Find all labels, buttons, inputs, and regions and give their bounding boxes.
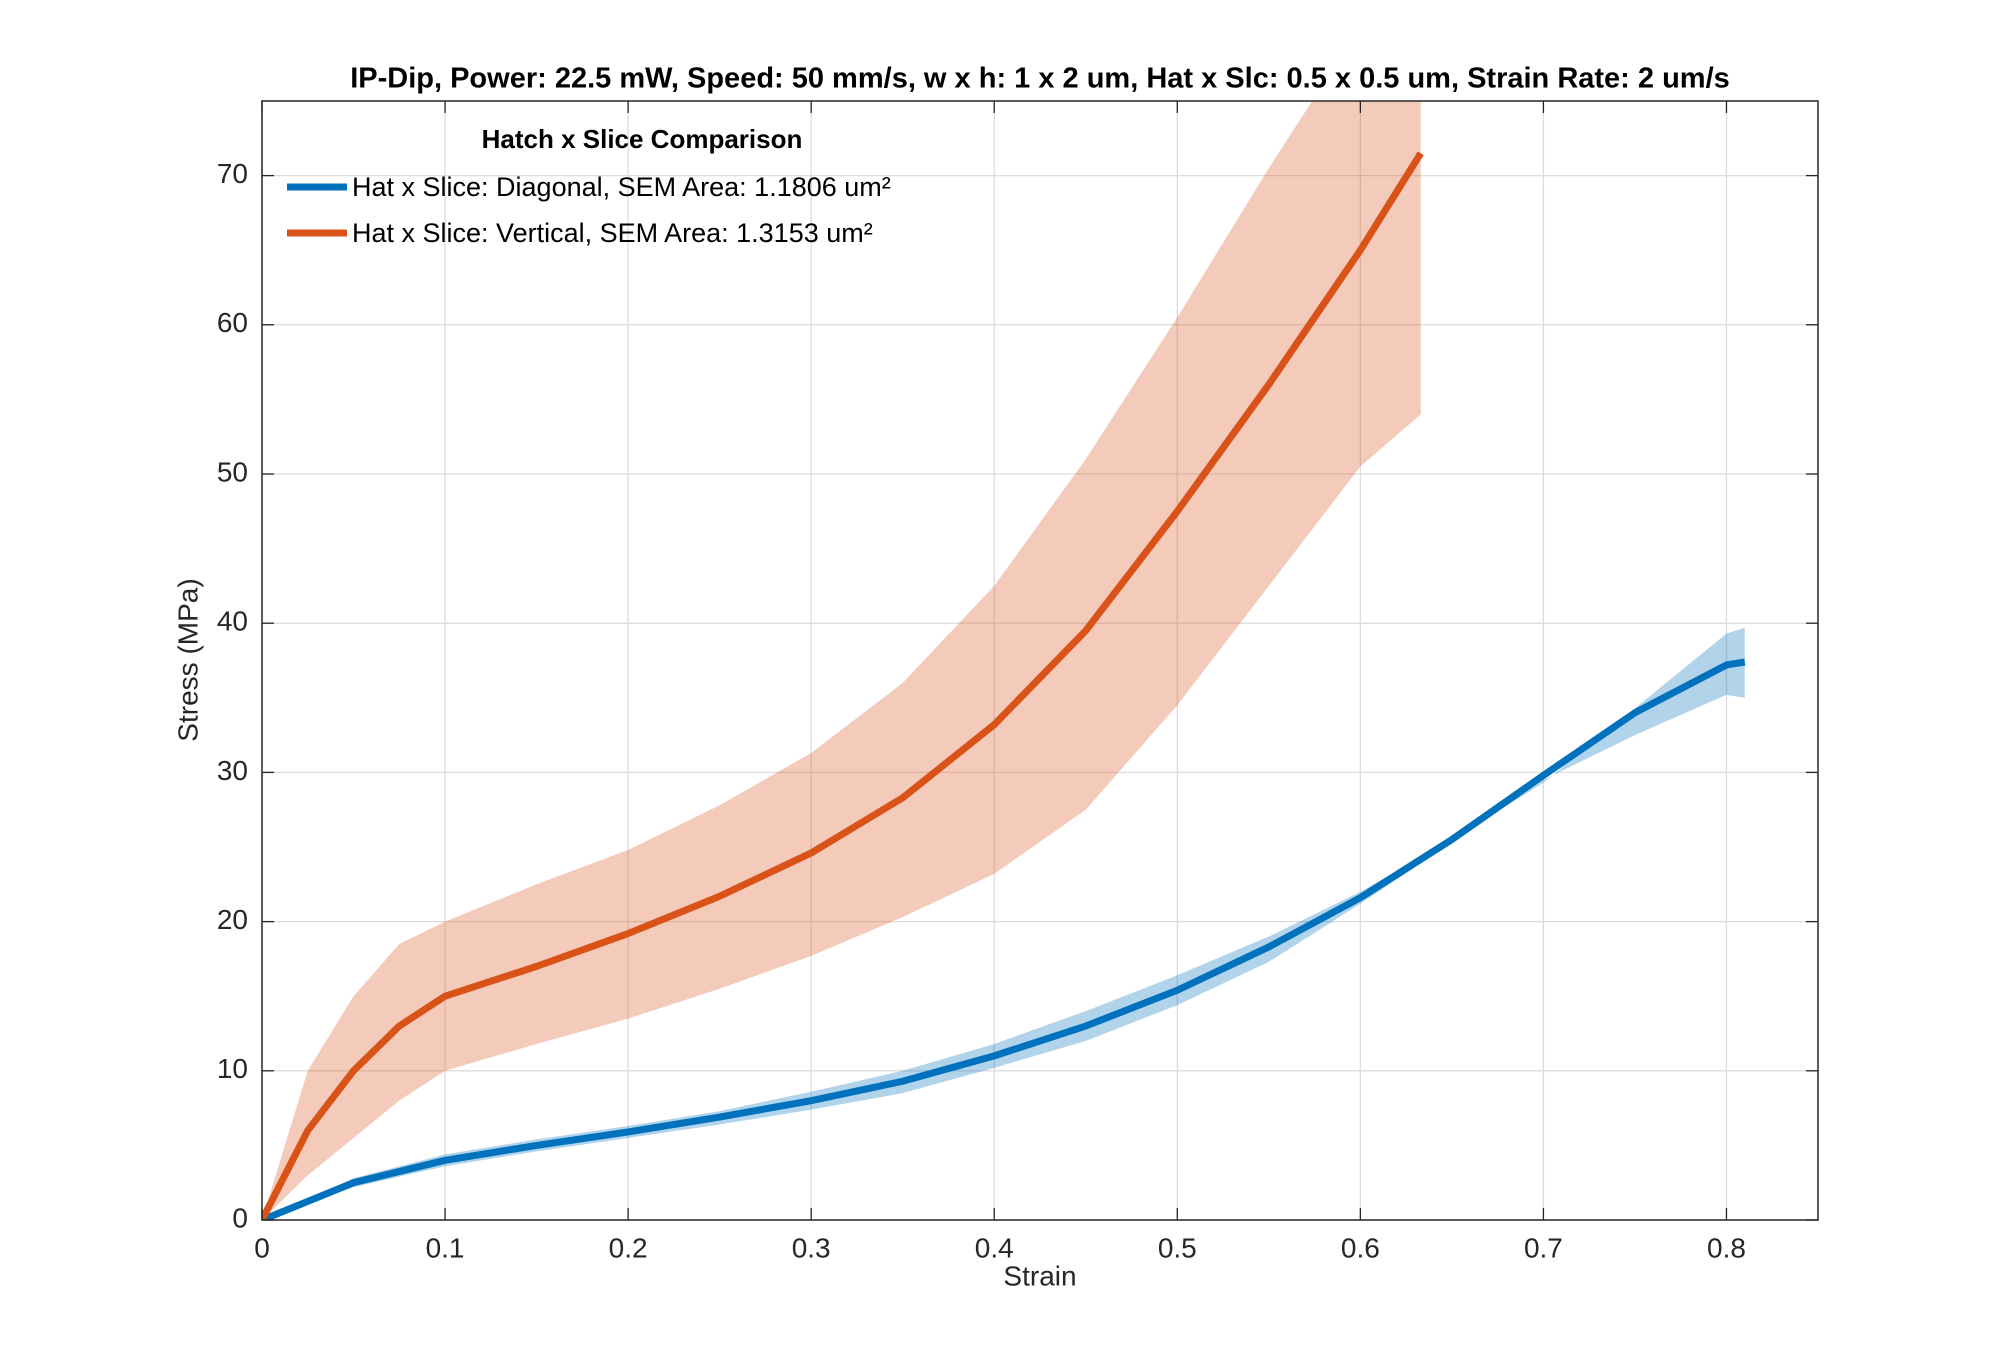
y-tick-label: 60 xyxy=(217,307,248,338)
legend-title: Hatch x Slice Comparison xyxy=(482,124,803,154)
y-tick-label: 20 xyxy=(217,904,248,935)
legend-label: Hat x Slice: Diagonal, SEM Area: 1.1806 … xyxy=(352,172,891,202)
y-tick-label: 0 xyxy=(232,1202,248,1233)
legend-label: Hat x Slice: Vertical, SEM Area: 1.3153 … xyxy=(352,218,873,248)
x-tick-label: 0.7 xyxy=(1524,1232,1563,1263)
y-tick-label: 70 xyxy=(217,158,248,189)
x-tick-label: 0.4 xyxy=(975,1232,1014,1263)
x-tick-label: 0 xyxy=(254,1232,270,1263)
y-tick-label: 10 xyxy=(217,1053,248,1084)
error-band xyxy=(262,101,1421,1220)
x-tick-label: 0.5 xyxy=(1158,1232,1197,1263)
y-tick-label: 40 xyxy=(217,606,248,637)
x-axis-label: Strain xyxy=(1003,1260,1076,1291)
axes-box xyxy=(261,100,1819,1221)
x-tick-label: 0.3 xyxy=(792,1232,831,1263)
line xyxy=(262,658,1746,1220)
legend: Hatch x Slice Comparison Hat x Slice: Dia… xyxy=(287,124,891,248)
chart-title: IP-Dip, Power: 22.5 mW, Speed: 50 mm/s, … xyxy=(350,63,1730,95)
x-tick-label: 0.6 xyxy=(1341,1232,1380,1263)
x-tick-label: 0.1 xyxy=(426,1232,465,1263)
x-tick-label: 0.8 xyxy=(1707,1232,1746,1263)
y-axis-label: Stress (MPa) xyxy=(172,578,203,741)
y-tick-label: 30 xyxy=(217,755,248,786)
line xyxy=(262,151,1424,1220)
plot xyxy=(262,101,1746,1220)
plot-area xyxy=(262,101,1818,1220)
x-tick-label: 0.2 xyxy=(609,1232,648,1263)
y-tick-label: 50 xyxy=(217,456,248,487)
ticks: 0 0.1 0.2 0.3 0.4 0.5 0.6 0.7 0.8 0 10 20 30 40 50 60 70 xyxy=(217,101,1818,1263)
